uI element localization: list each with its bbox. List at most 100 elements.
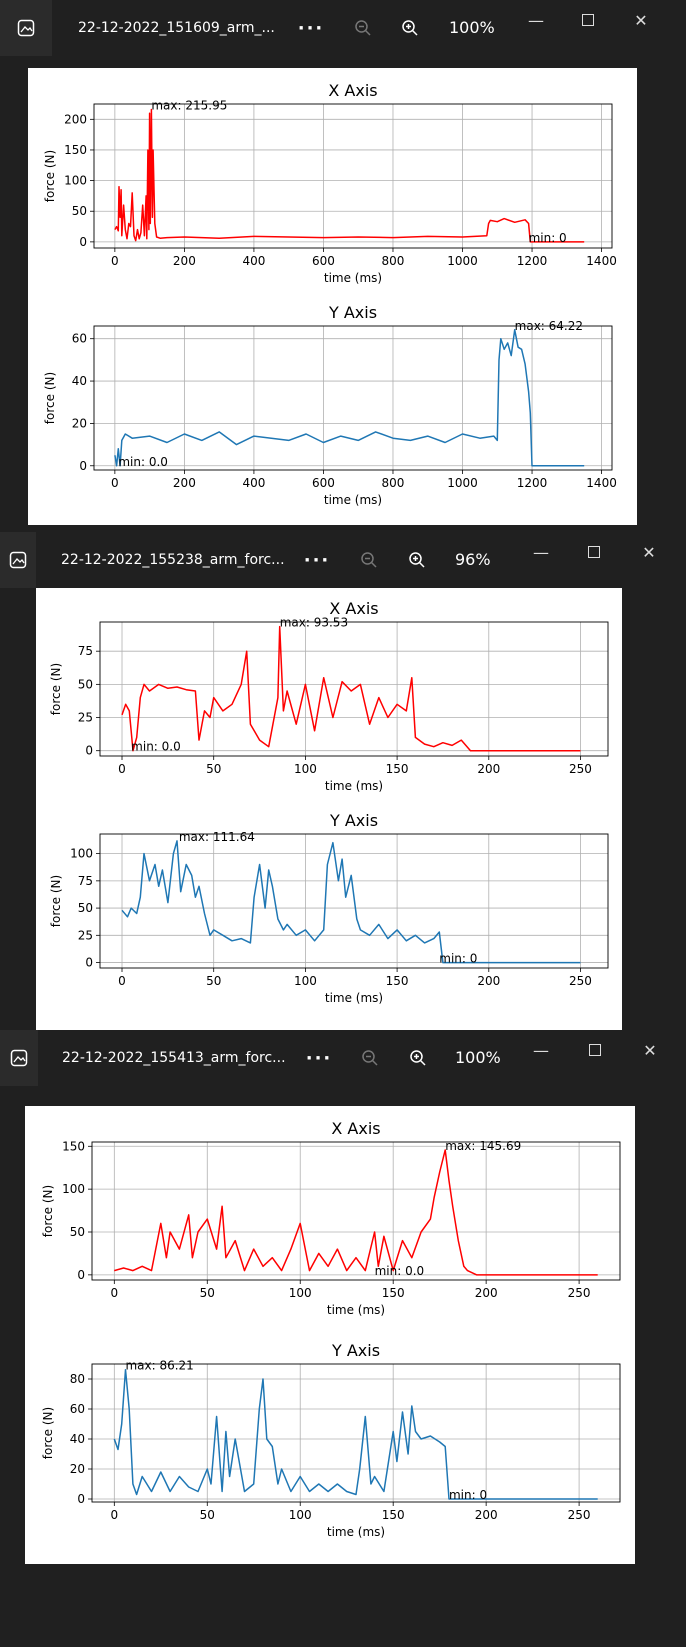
y-tick-label: 75 bbox=[78, 874, 93, 888]
x-tick-label: 250 bbox=[569, 974, 592, 988]
x-axis-label: time (ms) bbox=[327, 1525, 385, 1539]
maximize-button[interactable] bbox=[572, 1030, 618, 1070]
y-axis-label: force (N) bbox=[49, 875, 63, 927]
zoom-in-icon[interactable] bbox=[397, 0, 423, 56]
series-line bbox=[115, 330, 584, 466]
subplot-y-axis: Y Axis0 50 100 150 200 2500255075100time (ms)… bbox=[49, 811, 608, 1005]
x-tick-label: 100 bbox=[289, 1286, 312, 1300]
close-button[interactable]: ✕ bbox=[627, 1030, 673, 1070]
y-tick-label: 50 bbox=[72, 204, 87, 218]
series-line bbox=[114, 1370, 597, 1499]
min-annotation: min: 0 bbox=[529, 231, 567, 245]
x-tick-label: 150 bbox=[382, 1508, 405, 1522]
maximize-button[interactable] bbox=[565, 0, 611, 40]
x-tick-label: 1200 bbox=[517, 254, 548, 268]
series-line bbox=[115, 110, 584, 242]
zoom-in-icon[interactable] bbox=[404, 532, 430, 588]
chart-title: Y Axis bbox=[331, 1341, 380, 1360]
y-tick-label: 25 bbox=[78, 928, 93, 942]
y-tick-label: 0 bbox=[77, 1268, 85, 1282]
y-tick-label: 0 bbox=[85, 744, 93, 758]
chart-title: Y Axis bbox=[328, 303, 377, 322]
y-axis-label: force (N) bbox=[41, 1185, 55, 1237]
zoom-out-icon[interactable] bbox=[357, 1030, 383, 1086]
x-tick-label: 0 bbox=[111, 254, 119, 268]
x-tick-label: 150 bbox=[386, 762, 409, 776]
y-tick-label: 0 bbox=[79, 235, 87, 249]
y-tick-label: 20 bbox=[70, 1462, 85, 1476]
min-annotation: min: 0.0 bbox=[131, 740, 181, 754]
x-axis-label: time (ms) bbox=[324, 493, 382, 507]
min-annotation: min: 0.0 bbox=[375, 1264, 425, 1278]
x-tick-label: 50 bbox=[206, 974, 221, 988]
x-tick-label: 250 bbox=[568, 1286, 591, 1300]
zoom-in-icon[interactable] bbox=[405, 1030, 431, 1086]
y-tick-label: 200 bbox=[64, 112, 87, 126]
x-axis-label: time (ms) bbox=[327, 1303, 385, 1317]
y-tick-label: 60 bbox=[70, 1402, 85, 1416]
y-tick-label: 150 bbox=[64, 143, 87, 157]
minimize-button[interactable]: — bbox=[518, 1030, 564, 1070]
y-tick-label: 50 bbox=[78, 901, 93, 915]
x-tick-label: 50 bbox=[200, 1286, 215, 1300]
zoom-out-icon[interactable] bbox=[350, 0, 376, 56]
photos-app-icon[interactable] bbox=[0, 532, 36, 588]
title-bar: 22-12-2022_155238_arm_forc... ··· 96% — … bbox=[0, 532, 686, 588]
plot-frame bbox=[92, 1142, 620, 1280]
x-tick-label: 1000 bbox=[447, 254, 478, 268]
x-tick-label: 1400 bbox=[586, 476, 617, 490]
x-tick-label: 600 bbox=[312, 476, 335, 490]
more-options-button[interactable]: ··· bbox=[293, 0, 329, 56]
x-tick-label: 1200 bbox=[517, 476, 548, 490]
more-options-button[interactable]: ··· bbox=[299, 532, 335, 588]
max-annotation: max: 215.95 bbox=[151, 99, 227, 113]
x-tick-label: 800 bbox=[382, 476, 405, 490]
x-tick-label: 50 bbox=[206, 762, 221, 776]
y-tick-label: 0 bbox=[85, 956, 93, 970]
x-axis-label: time (ms) bbox=[325, 991, 383, 1005]
y-tick-label: 0 bbox=[77, 1492, 85, 1506]
max-annotation: max: 145.69 bbox=[445, 1139, 521, 1153]
zoom-level[interactable]: 96% bbox=[455, 532, 491, 588]
minimize-button[interactable]: — bbox=[513, 0, 559, 40]
x-tick-label: 0 bbox=[110, 1286, 118, 1300]
photos-app-icon[interactable] bbox=[0, 1030, 38, 1086]
min-annotation: min: 0 bbox=[449, 1488, 487, 1502]
x-tick-label: 200 bbox=[477, 974, 500, 988]
close-button[interactable]: ✕ bbox=[626, 532, 672, 572]
max-annotation: max: 93.53 bbox=[280, 616, 348, 630]
x-tick-label: 250 bbox=[568, 1508, 591, 1522]
x-tick-label: 50 bbox=[200, 1508, 215, 1522]
viewer-window-1: 22-12-2022_151609_arm_... ··· 100% — ✕ X… bbox=[0, 0, 686, 532]
maximize-button[interactable] bbox=[571, 532, 617, 572]
y-axis-label: force (N) bbox=[43, 372, 57, 424]
subplot-y-axis: Y Axis 0 50 100 150 200 250 0 20 40 60 80 time (ms) f… bbox=[41, 1341, 620, 1539]
zoom-out-icon[interactable] bbox=[356, 532, 382, 588]
y-tick-label: 100 bbox=[64, 174, 87, 188]
y-tick-label: 0 bbox=[79, 459, 87, 473]
y-tick-label: 100 bbox=[70, 847, 93, 861]
zoom-level[interactable]: 100% bbox=[455, 1030, 501, 1086]
file-name: 22-12-2022_155413_arm_forc... bbox=[62, 1030, 286, 1086]
zoom-level[interactable]: 100% bbox=[449, 0, 495, 56]
y-axis-label: force (N) bbox=[43, 150, 57, 202]
x-tick-label: 1400 bbox=[586, 254, 617, 268]
file-name: 22-12-2022_151609_arm_... bbox=[78, 0, 275, 56]
max-annotation: max: 86.21 bbox=[125, 1359, 193, 1373]
x-tick-label: 150 bbox=[382, 1286, 405, 1300]
subplot-x-axis: X Axis 0 200 400 600 800 1000 1200 1400 0 50 100 150… bbox=[43, 81, 617, 285]
image-canvas: X Axis 0 50 100 150 200 250 0 25 50 75 time (ms) for… bbox=[36, 588, 622, 1030]
y-axis-label: force (N) bbox=[49, 663, 63, 715]
x-tick-label: 200 bbox=[173, 254, 196, 268]
series-line bbox=[122, 841, 581, 963]
minimize-button[interactable]: — bbox=[518, 532, 564, 572]
more-options-button[interactable]: ··· bbox=[301, 1030, 337, 1086]
plot-frame bbox=[94, 104, 612, 248]
y-tick-label: 40 bbox=[70, 1432, 85, 1446]
x-tick-label: 100 bbox=[289, 1508, 312, 1522]
close-button[interactable]: ✕ bbox=[618, 0, 664, 40]
y-tick-label: 50 bbox=[70, 1225, 85, 1239]
x-tick-label: 250 bbox=[569, 762, 592, 776]
photos-app-icon[interactable] bbox=[0, 0, 52, 56]
